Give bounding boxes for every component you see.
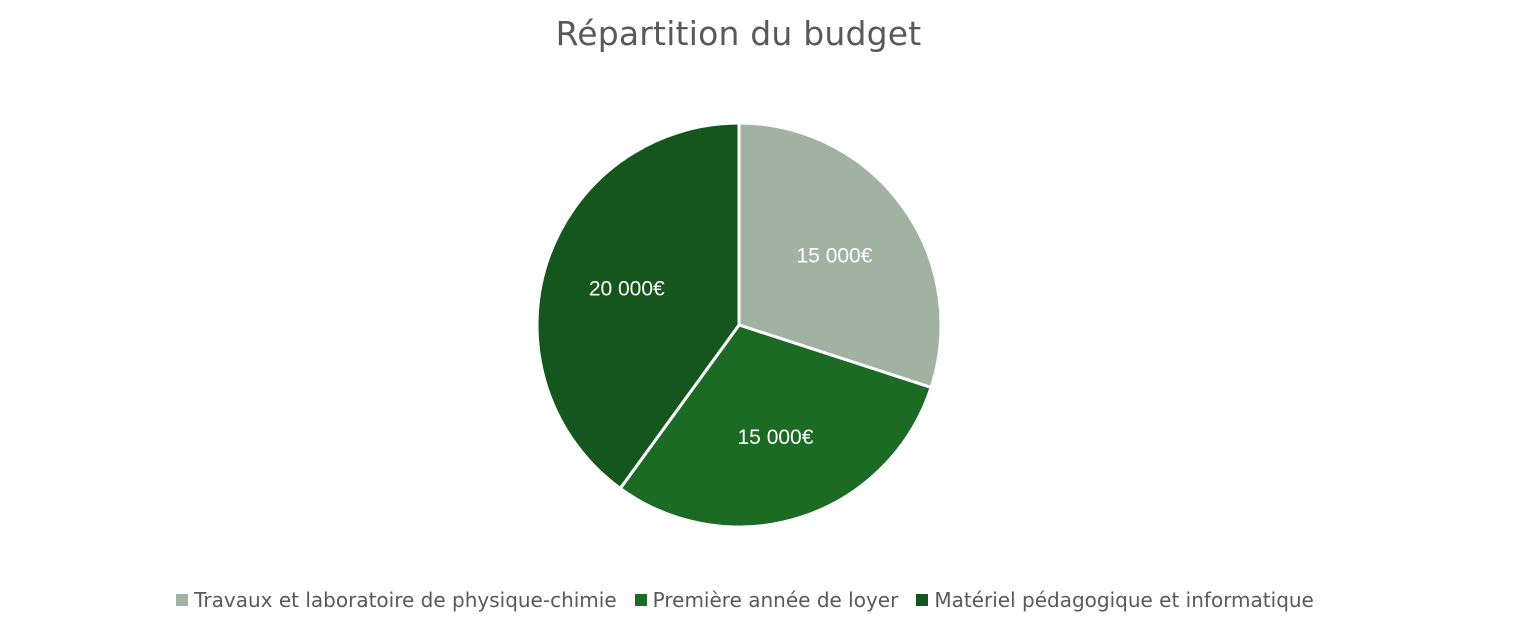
legend-swatch [916, 594, 929, 606]
pie-slice-2 [618, 323, 933, 529]
legend-item: Matériel pédagogique et informatique [916, 588, 1314, 612]
data-label-2: 15 000€ [738, 426, 814, 449]
pie-slice-1 [737, 121, 943, 389]
legend-label: Première année de loyer [652, 588, 899, 612]
legend-label: Matériel pédagogique et informatique [934, 588, 1314, 612]
legend-item: Première année de loyer [634, 588, 899, 612]
pie-slice-3 [535, 121, 741, 490]
data-label-1: 15 000€ [797, 245, 873, 268]
chart-legend: Travaux et laboratoire de physique-chimi… [0, 588, 1490, 612]
data-label-3: 20 000€ [589, 278, 665, 301]
legend-label: Travaux et laboratoire de physique-chimi… [194, 588, 617, 612]
legend-swatch [176, 594, 189, 606]
chart-title: Répartition du budget [555, 14, 922, 53]
legend-item: Travaux et laboratoire de physique-chimi… [176, 588, 617, 612]
legend-swatch [634, 594, 647, 606]
